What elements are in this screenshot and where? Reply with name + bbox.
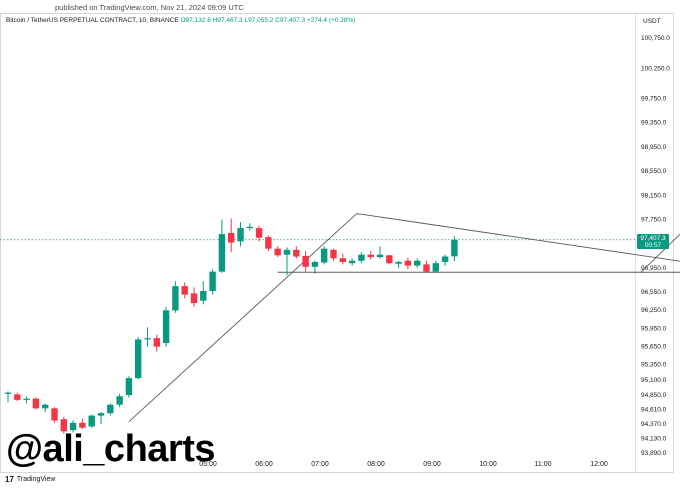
bar-countdown: 00:57 xyxy=(644,242,662,249)
candle-body xyxy=(172,286,179,311)
candle-body xyxy=(274,248,281,256)
trendline-descending-resistance xyxy=(356,213,680,262)
x-tick-label: 12:00 xyxy=(590,461,608,468)
candle-body xyxy=(4,392,12,394)
candle-body xyxy=(107,404,114,414)
y-tick-label: 94,610.0 xyxy=(641,406,667,413)
candle-body xyxy=(23,398,30,400)
x-tick-label: 06:00 xyxy=(255,461,273,468)
candle-body xyxy=(302,255,309,267)
candle-body xyxy=(255,228,263,238)
brand-name: TradingView xyxy=(16,476,56,483)
candle-body xyxy=(97,413,105,416)
candle-body xyxy=(153,338,160,347)
symbol-legend[interactable]: Bitcoin / TetherUS PERPETUAL CONTRACT, 1… xyxy=(6,17,355,24)
y-tick-label: 98,950.0 xyxy=(641,144,667,151)
trendline-pre-breakout-leg xyxy=(128,213,358,422)
y-tick-label: 100,250.0 xyxy=(641,65,670,72)
tradingview-logo[interactable]: 17 TradingView xyxy=(5,475,55,484)
y-tick-label: 98,550.0 xyxy=(641,168,667,175)
candle-body xyxy=(358,254,365,261)
x-tick-label: 07:00 xyxy=(311,461,329,468)
candle-body xyxy=(116,396,123,405)
candle-body xyxy=(60,419,67,432)
candle-body xyxy=(311,261,319,267)
candle-body xyxy=(51,408,58,421)
tradingview-logo-icon: 17 xyxy=(5,475,14,484)
y-tick-label: 95,950.0 xyxy=(641,325,667,332)
candle-body xyxy=(293,249,300,257)
currency-label[interactable]: USDT xyxy=(643,18,661,25)
y-tick-label: 93,890.0 xyxy=(641,450,667,457)
last-price-value: 97,407.3 xyxy=(640,235,666,242)
candle-body xyxy=(14,394,21,400)
y-tick-label: 94,370.0 xyxy=(641,421,667,428)
y-tick-label: 97,750.0 xyxy=(641,217,667,224)
chart-frame xyxy=(0,13,674,473)
published-note: published on TradingView.com, Nov 21, 20… xyxy=(55,3,244,12)
x-tick-label: 10:00 xyxy=(479,461,497,468)
candle-body xyxy=(423,264,430,272)
candle-body xyxy=(376,254,384,258)
y-tick-label: 95,650.0 xyxy=(641,344,667,351)
watermark-handle: @ali_charts xyxy=(6,428,216,470)
candle-body xyxy=(42,404,49,409)
candle-body xyxy=(209,271,216,291)
y-tick-label: 94,130.0 xyxy=(641,436,667,443)
candle-body xyxy=(395,261,402,264)
price-axis-separator xyxy=(635,13,636,473)
candle-body xyxy=(125,378,133,396)
candle-body xyxy=(330,249,337,259)
y-tick-label: 95,350.0 xyxy=(641,362,667,369)
y-tick-label: 99,750.0 xyxy=(641,96,667,103)
x-tick-label: 08:00 xyxy=(367,461,385,468)
candle-body xyxy=(32,398,40,409)
candle-body xyxy=(367,254,374,258)
y-tick-label: 95,100.0 xyxy=(641,377,667,384)
y-tick-label: 99,350.0 xyxy=(641,120,667,127)
candle-body xyxy=(386,255,393,264)
candle-body xyxy=(69,422,77,431)
x-tick-label: 11:00 xyxy=(535,461,552,468)
candle-body xyxy=(181,286,188,295)
candle-body xyxy=(144,338,151,340)
candle-body xyxy=(321,248,328,263)
candle-body xyxy=(135,339,142,379)
candle-body xyxy=(283,249,291,255)
candle-body xyxy=(441,256,449,262)
candle-body xyxy=(451,239,458,257)
candle-body xyxy=(339,258,346,262)
y-tick-label: 98,150.0 xyxy=(641,192,667,199)
last-price-tag: 97,407.3 00:57 xyxy=(637,234,669,249)
y-tick-label: 100,750.0 xyxy=(641,35,670,42)
candle-body xyxy=(200,290,207,301)
symbol-title: Bitcoin / TetherUS PERPETUAL CONTRACT, 1… xyxy=(6,17,179,24)
candle-body xyxy=(190,293,198,304)
candle-body xyxy=(246,226,253,229)
y-tick-label: 96,950.0 xyxy=(641,265,667,272)
candle-body xyxy=(432,263,439,272)
candle-body xyxy=(162,310,170,344)
candle-body xyxy=(348,260,356,264)
candle-body xyxy=(414,260,421,266)
candle-body xyxy=(79,422,86,428)
candle-body xyxy=(228,232,235,243)
candle-body xyxy=(237,228,244,242)
y-tick-label: 96,550.0 xyxy=(641,289,667,296)
candle-body xyxy=(218,234,226,272)
candle-body xyxy=(265,237,272,249)
x-tick-label: 05:00 xyxy=(199,461,217,468)
candle-body xyxy=(404,260,412,266)
ohlc-values: O97,132.8 H97,467.3 L97,055.2 C97,407.3 … xyxy=(180,17,356,24)
x-tick-label: 09:00 xyxy=(423,461,441,468)
y-tick-label: 96,250.0 xyxy=(641,307,667,314)
y-tick-label: 94,850.0 xyxy=(641,392,667,399)
candle-body xyxy=(88,415,95,427)
